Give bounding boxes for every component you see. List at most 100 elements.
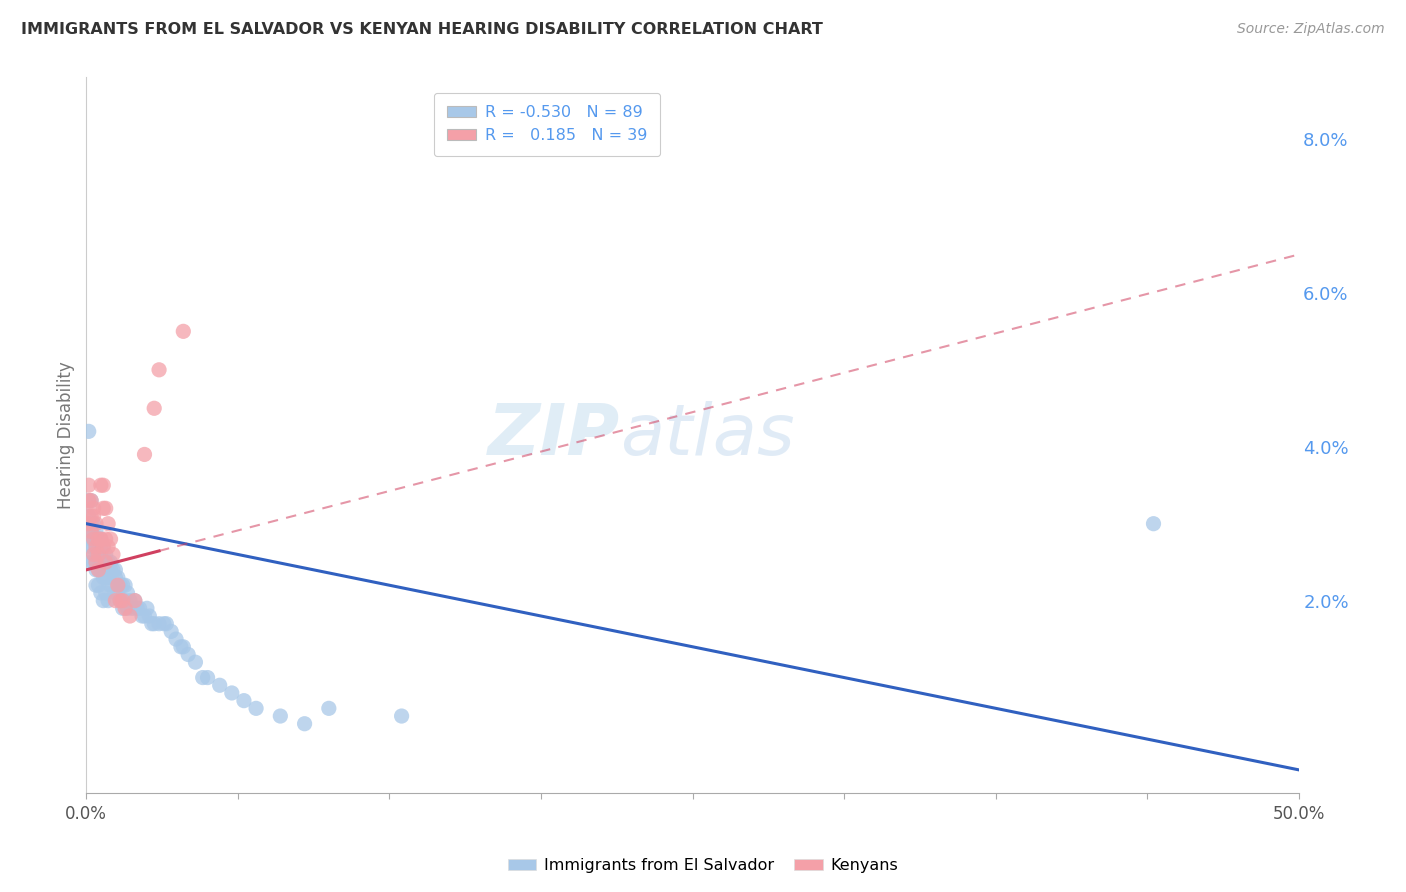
Point — [100, 532, 122, 546]
Point — [153, 616, 176, 631]
Point — [94, 548, 117, 562]
Point — [94, 570, 117, 584]
Point — [118, 593, 141, 607]
Point — [94, 555, 117, 569]
Point — [94, 586, 117, 600]
Point — [90, 548, 112, 562]
Point — [83, 548, 105, 562]
Point — [77, 516, 100, 531]
Point — [77, 478, 100, 492]
Point — [87, 548, 110, 562]
Point — [83, 516, 105, 531]
Point — [191, 671, 214, 685]
Point — [90, 586, 112, 600]
Legend: Immigrants from El Salvador, Kenyans: Immigrants from El Salvador, Kenyans — [502, 852, 904, 880]
Point — [91, 555, 114, 569]
Point — [84, 578, 107, 592]
Point — [1142, 516, 1164, 531]
Point — [100, 555, 122, 569]
Point — [83, 555, 105, 569]
Point — [77, 493, 100, 508]
Point — [269, 709, 291, 723]
Point — [160, 624, 183, 639]
Text: atlas: atlas — [620, 401, 794, 470]
Point — [87, 563, 110, 577]
Point — [80, 540, 103, 554]
Point — [83, 532, 105, 546]
Point — [83, 548, 105, 562]
Point — [114, 593, 136, 607]
Point — [94, 532, 117, 546]
Point — [91, 593, 114, 607]
Text: ZIP: ZIP — [488, 401, 620, 470]
Point — [97, 593, 120, 607]
Point — [84, 555, 107, 569]
Point — [90, 478, 112, 492]
Point — [91, 540, 114, 554]
Point — [318, 701, 340, 715]
Point — [80, 493, 103, 508]
Point — [233, 693, 256, 707]
Point — [77, 524, 100, 539]
Point — [80, 493, 103, 508]
Point — [84, 563, 107, 577]
Point — [80, 508, 103, 523]
Point — [97, 555, 120, 569]
Point — [118, 609, 141, 624]
Point — [136, 601, 159, 615]
Point — [101, 578, 124, 592]
Point — [127, 601, 149, 615]
Point — [87, 563, 110, 577]
Point — [84, 540, 107, 554]
Point — [177, 648, 200, 662]
Point — [91, 570, 114, 584]
Point — [97, 540, 120, 554]
Point — [124, 593, 146, 607]
Point — [80, 532, 103, 546]
Point — [83, 508, 105, 523]
Point — [107, 586, 129, 600]
Point — [104, 570, 127, 584]
Point — [87, 548, 110, 562]
Point — [107, 570, 129, 584]
Legend: R = -0.530   N = 89, R =   0.185   N = 39: R = -0.530 N = 89, R = 0.185 N = 39 — [434, 93, 661, 156]
Point — [87, 532, 110, 546]
Point — [110, 593, 132, 607]
Point — [80, 524, 103, 539]
Point — [91, 501, 114, 516]
Point — [165, 632, 187, 646]
Y-axis label: Hearing Disability: Hearing Disability — [58, 361, 75, 509]
Point — [155, 616, 177, 631]
Point — [111, 578, 134, 592]
Point — [77, 508, 100, 523]
Point — [117, 601, 139, 615]
Point — [94, 501, 117, 516]
Point — [84, 555, 107, 569]
Point — [134, 609, 156, 624]
Point — [104, 593, 127, 607]
Point — [128, 601, 150, 615]
Point — [83, 532, 105, 546]
Point — [114, 578, 136, 592]
Point — [77, 425, 100, 439]
Point — [83, 540, 105, 554]
Point — [170, 640, 193, 654]
Point — [208, 678, 231, 692]
Point — [114, 601, 136, 615]
Point — [90, 563, 112, 577]
Point — [110, 593, 132, 607]
Point — [117, 586, 139, 600]
Point — [90, 532, 112, 546]
Text: Source: ZipAtlas.com: Source: ZipAtlas.com — [1237, 22, 1385, 37]
Point — [391, 709, 413, 723]
Point — [172, 640, 194, 654]
Point — [172, 324, 194, 338]
Point — [87, 532, 110, 546]
Point — [80, 555, 103, 569]
Point — [77, 493, 100, 508]
Point — [100, 578, 122, 592]
Point — [221, 686, 243, 700]
Point — [77, 516, 100, 531]
Point — [143, 616, 166, 631]
Point — [148, 616, 170, 631]
